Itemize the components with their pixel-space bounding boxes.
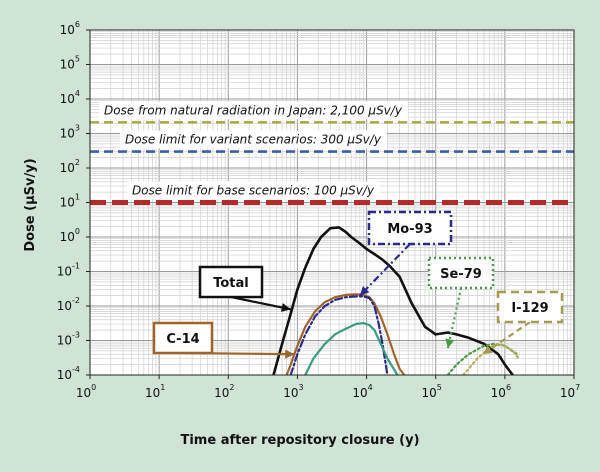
reference-label-base-limit: Dose limit for base scenarios: 100 µSv/y — [132, 184, 375, 198]
y-tick-base: 10 — [60, 127, 75, 141]
x-tick-label: 104 — [352, 383, 372, 400]
y-tick-base: 10 — [60, 196, 75, 210]
callout-label-se-79: Se-79 — [440, 267, 482, 282]
y-tick-label: 10-1 — [57, 262, 80, 279]
callout-box-i-129 — [496, 290, 564, 324]
y-tick-label: 10-2 — [57, 296, 80, 313]
series-mo-93-line — [289, 295, 389, 375]
x-tick-label: 105 — [422, 383, 442, 400]
y-tick-base: 10 — [57, 368, 72, 382]
y-tick-label: 102 — [60, 158, 80, 175]
y-tick-label: 100 — [60, 227, 80, 244]
x-tick-base: 10 — [560, 386, 575, 400]
x-tick-base: 10 — [283, 386, 298, 400]
y-tick-label: 104 — [60, 89, 80, 106]
y-tick-exponent: 4 — [75, 89, 80, 98]
x-tick-exponent: 3 — [299, 383, 304, 392]
y-tick-base: 10 — [60, 92, 75, 106]
callout-arrowhead-total — [281, 303, 291, 312]
x-tick-exponent: 2 — [229, 383, 234, 392]
y-tick-exponent: -2 — [72, 296, 80, 305]
y-tick-base: 10 — [57, 299, 72, 313]
reference-lines: Dose from natural radiation in Japan: 2,… — [90, 101, 574, 205]
x-tick-base: 10 — [214, 386, 229, 400]
y-tick-label: 103 — [60, 124, 80, 141]
x-tick-exponent: 1 — [160, 383, 165, 392]
y-tick-label: 10-4 — [57, 365, 80, 382]
callout-arrowhead-c-14 — [285, 349, 295, 359]
callout-label-mo-93: Mo-93 — [387, 222, 432, 237]
y-tick-base: 10 — [57, 265, 72, 279]
y-tick-exponent: -4 — [72, 365, 80, 374]
x-tick-exponent: 0 — [91, 383, 96, 392]
series-total-line — [272, 226, 515, 375]
y-tick-base: 10 — [60, 23, 75, 37]
y-tick-base: 10 — [60, 58, 75, 72]
y-tick-label: 105 — [60, 55, 80, 72]
annotations: Total C-14 Mo-93 Se-79 I-129 — [152, 210, 564, 359]
y-tick-exponent: 5 — [75, 55, 80, 64]
x-tick-exponent: 4 — [368, 383, 373, 392]
x-tick-base: 10 — [76, 386, 91, 400]
x-tick-label: 103 — [283, 383, 303, 400]
x-tick-label: 100 — [76, 383, 96, 400]
callout-box-se-79 — [427, 256, 495, 290]
x-tick-label: 101 — [145, 383, 165, 400]
reference-label-bg — [126, 181, 380, 200]
y-tick-exponent: -1 — [72, 262, 80, 271]
x-tick-base: 10 — [491, 386, 506, 400]
callout-pointer-total — [230, 295, 291, 311]
y-tick-label: 101 — [60, 193, 80, 210]
y-tick-exponent: 3 — [75, 124, 80, 133]
y-tick-exponent: 2 — [75, 158, 80, 167]
x-tick-label: 102 — [214, 383, 234, 400]
y-tick-label: 106 — [60, 20, 80, 37]
series-c-14-line — [285, 293, 406, 375]
x-tick-base: 10 — [422, 386, 437, 400]
y-tick-exponent: 0 — [75, 227, 80, 236]
reference-label-variant-limit: Dose limit for variant scenarios: 300 µS… — [125, 133, 382, 147]
callout-label-c-14: C-14 — [166, 332, 199, 347]
callout-label-i-129: I-129 — [511, 301, 548, 316]
x-tick-label: 107 — [560, 383, 580, 400]
callout-arrowhead-se-79 — [445, 338, 455, 349]
y-tick-exponent: -3 — [72, 331, 80, 340]
reference-label-bg — [99, 101, 408, 120]
axes: 100 101 102 103 104 105 106 1071061051041031021… — [57, 20, 580, 400]
x-tick-exponent: 7 — [575, 383, 580, 392]
callout-arrowhead-i-129 — [482, 345, 493, 355]
x-tick-exponent: 5 — [437, 383, 442, 392]
reference-label-natural-radiation: Dose from natural radiation in Japan: 2,… — [104, 103, 403, 117]
x-tick-base: 10 — [145, 386, 160, 400]
callout-pointer-mo-93 — [359, 243, 411, 297]
callout-box-mo-93 — [367, 210, 453, 246]
x-tick-label: 106 — [491, 383, 511, 400]
y-tick-exponent: 1 — [75, 193, 80, 202]
x-axis-label: Time after repository closure (y) — [180, 433, 419, 448]
callout-box-total — [198, 265, 264, 299]
callout-box-c-14 — [152, 321, 214, 355]
callout-arrowhead-mo-93 — [359, 286, 370, 296]
callout-pointer-se-79 — [446, 287, 463, 349]
series-unlabeled-teal-line — [304, 322, 399, 375]
series-se-79-line — [446, 342, 519, 375]
x-tick-exponent: 6 — [506, 383, 511, 392]
y-tick-base: 10 — [60, 161, 75, 175]
y-axis-label: Dose (µSv/y) — [23, 158, 38, 251]
y-tick-label: 10-3 — [57, 331, 80, 348]
y-tick-base: 10 — [60, 230, 75, 244]
x-tick-base: 10 — [352, 386, 367, 400]
y-tick-exponent: 6 — [75, 20, 80, 29]
callout-label-total: Total — [213, 276, 249, 291]
y-tick-base: 10 — [57, 334, 72, 348]
reference-label-bg — [120, 130, 387, 149]
